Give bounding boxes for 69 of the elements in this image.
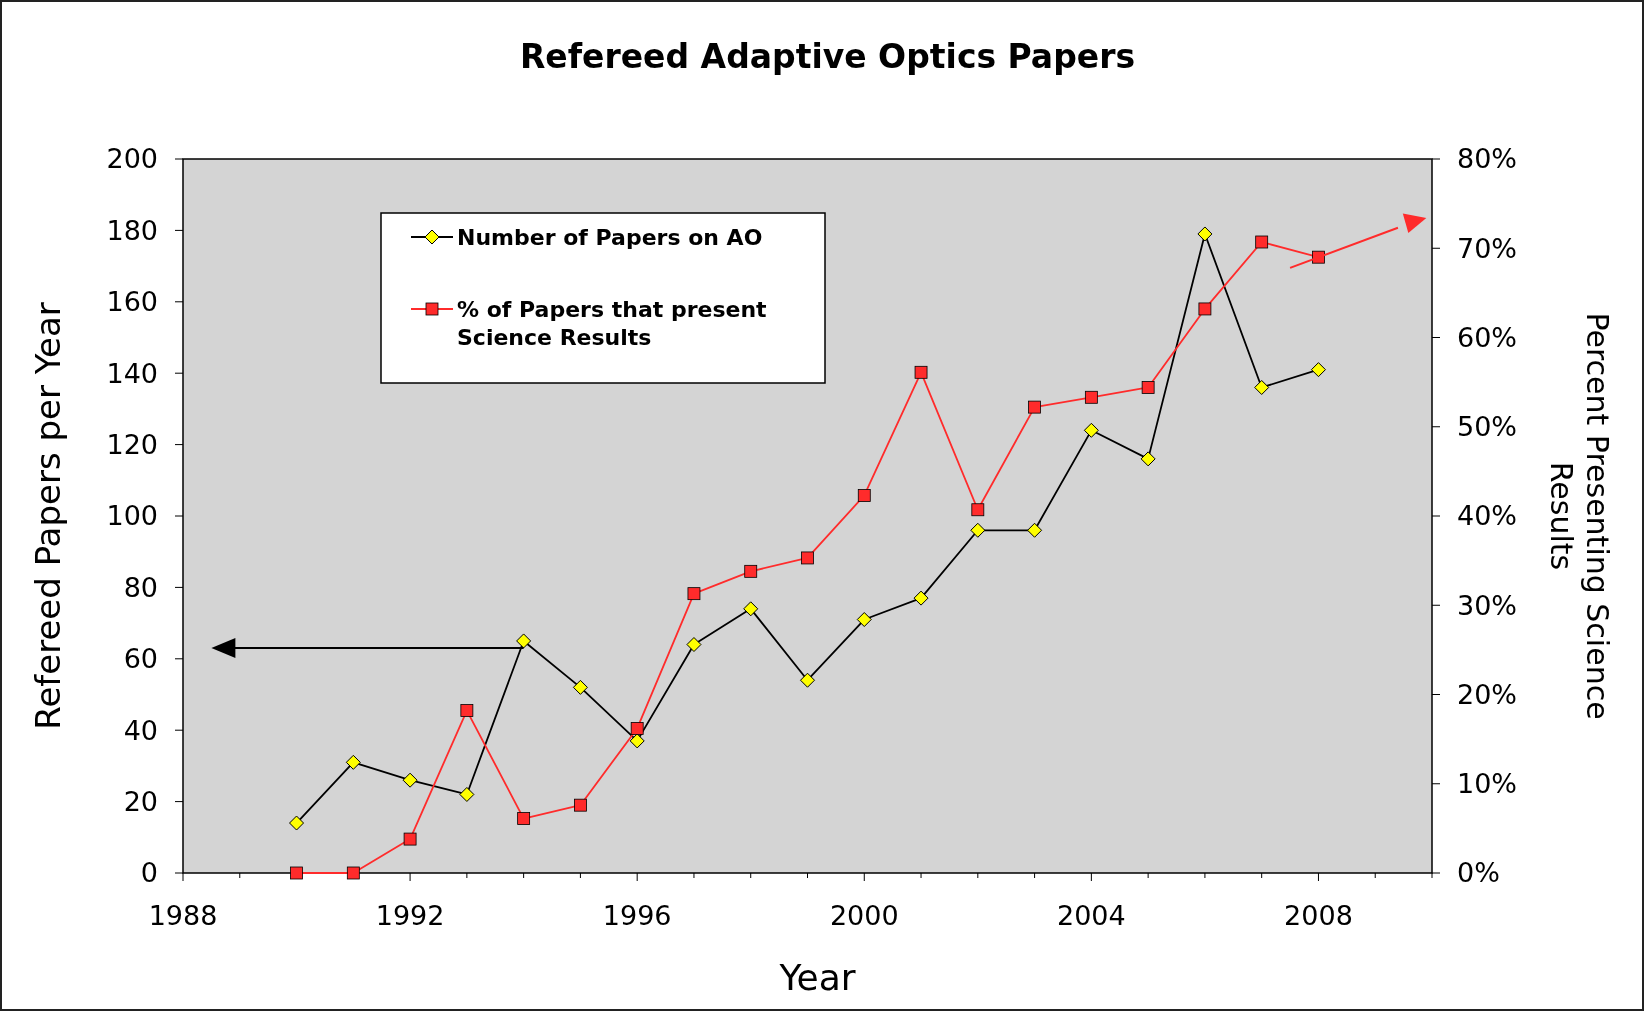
- y-tick-label: 20: [123, 786, 158, 818]
- point: [686, 637, 702, 653]
- y2-tick-label: 30%: [1457, 589, 1518, 621]
- x-tick-label: 1992: [375, 900, 445, 931]
- x-tick-label: 2000: [829, 900, 899, 931]
- point: [290, 866, 303, 880]
- y2-tick-label: 0%: [1457, 857, 1500, 889]
- y2-tick-label: 20%: [1457, 678, 1518, 710]
- x-axis-title: Year: [778, 957, 856, 998]
- x-tick-label: 1988: [148, 900, 218, 931]
- point: [572, 679, 588, 695]
- point: [460, 704, 474, 717]
- point: [914, 365, 928, 379]
- y-tick-label: 60: [123, 643, 158, 675]
- y2-tick-label: 80%: [1457, 143, 1518, 175]
- y-axis-title: Refereed Papers per Year: [28, 302, 68, 730]
- point: [801, 551, 814, 565]
- point: [1310, 362, 1326, 378]
- y-tick-label: 160: [106, 286, 158, 318]
- point: [744, 564, 758, 578]
- y-tick-label: 0: [140, 857, 158, 889]
- chart-title: Refereed Adaptive Optics Papers: [519, 37, 1136, 76]
- point: [1254, 379, 1270, 395]
- y-tick-label: 180: [106, 214, 158, 246]
- point: [1197, 226, 1213, 242]
- y-tick-label: 120: [106, 429, 158, 461]
- legend-label: % of Papers that present Science Results: [457, 296, 768, 350]
- point: [800, 672, 815, 688]
- point: [459, 786, 475, 802]
- y-tick-label: 80: [123, 571, 158, 603]
- point: [629, 733, 645, 749]
- y-tick-label: 140: [106, 357, 158, 389]
- y-tick-label: 40: [123, 714, 158, 746]
- point: [630, 722, 644, 735]
- point: [346, 866, 360, 880]
- point: [403, 832, 417, 846]
- x-tick-label: 1996: [602, 900, 672, 931]
- point: [1027, 522, 1043, 538]
- point: [856, 612, 872, 628]
- y2-tick-label: 60%: [1457, 321, 1518, 353]
- point: [574, 798, 587, 812]
- point: [743, 601, 759, 617]
- point: [687, 587, 701, 601]
- point: [402, 772, 418, 788]
- y-tick-label: 100: [106, 500, 158, 532]
- point: [1255, 235, 1269, 249]
- x-tick-label: 2004: [1057, 900, 1126, 931]
- point: [913, 590, 929, 606]
- point: [345, 754, 361, 770]
- point: [516, 633, 532, 649]
- point: [970, 522, 986, 538]
- point: [1140, 451, 1156, 467]
- point: [1198, 302, 1212, 316]
- legend-label: Number of Papers on AO: [457, 224, 763, 250]
- y2-axis-title: Percent Presenting Science Results: [1544, 312, 1615, 720]
- x-tick-label: 2008: [1284, 900, 1353, 931]
- point: [289, 815, 305, 831]
- point: [857, 489, 871, 502]
- point: [1028, 400, 1041, 414]
- y2-tick-label: 10%: [1457, 768, 1518, 800]
- point: [1083, 422, 1099, 438]
- point: [1141, 381, 1155, 394]
- point: [517, 812, 531, 825]
- y2-tick-label: 40%: [1457, 500, 1518, 532]
- y2-tick-label: 70%: [1457, 232, 1518, 264]
- y-tick-label: 200: [106, 143, 158, 175]
- y2-tick-label: 50%: [1457, 411, 1518, 443]
- point: [971, 503, 985, 517]
- point: [1084, 390, 1098, 404]
